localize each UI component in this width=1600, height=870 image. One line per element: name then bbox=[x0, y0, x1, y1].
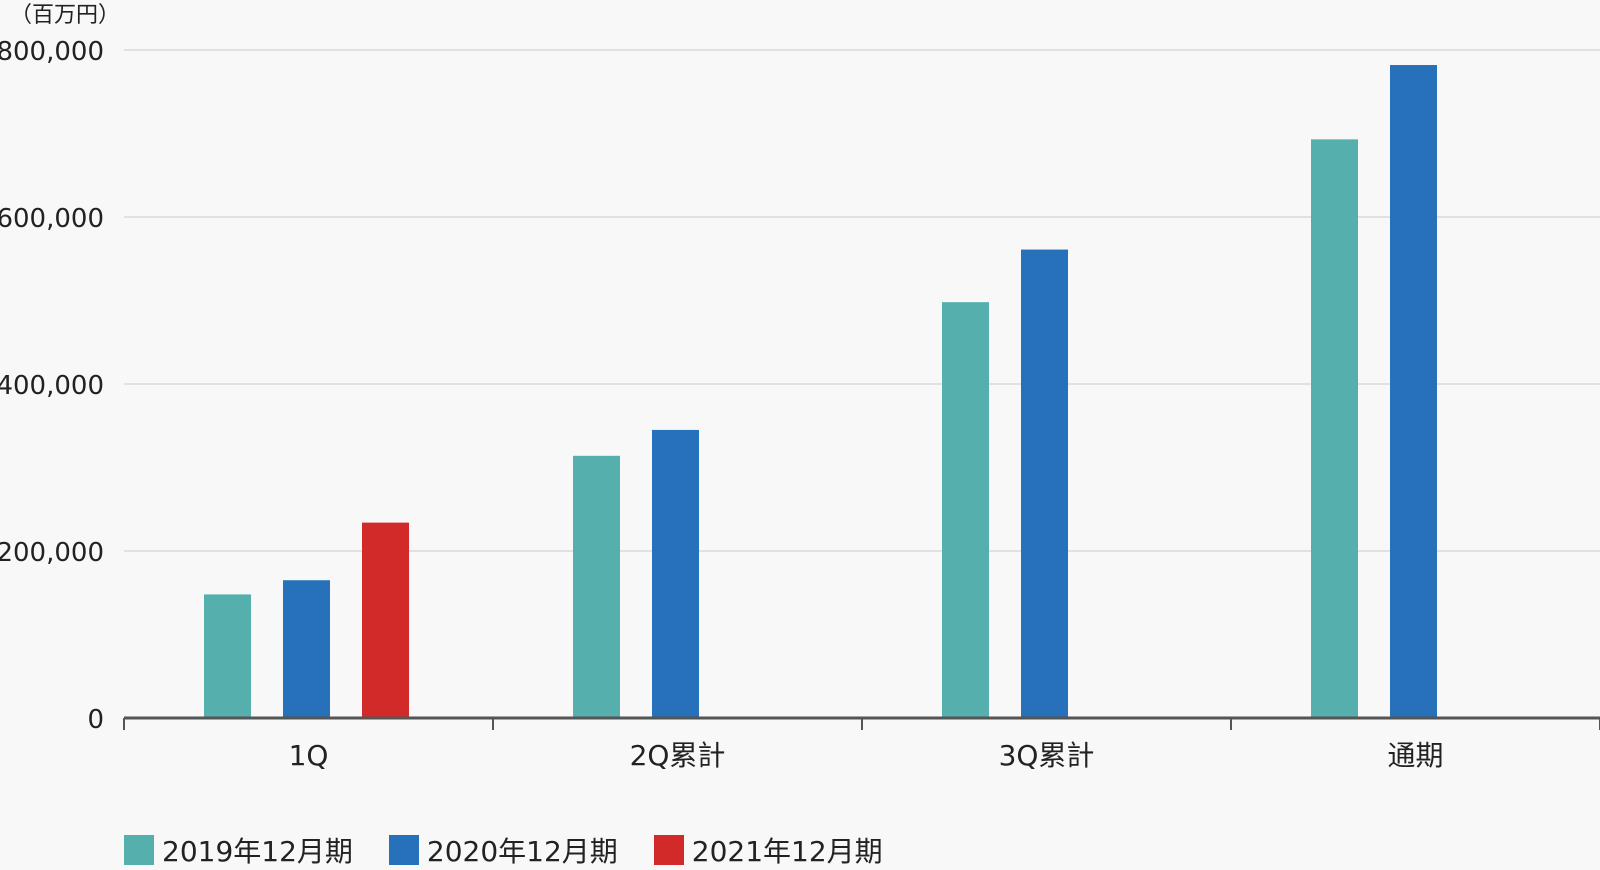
bar bbox=[942, 302, 989, 718]
legend-item-2019: 2019年12月期 bbox=[124, 830, 353, 870]
legend-swatch-2020 bbox=[388, 835, 419, 865]
bar bbox=[1311, 139, 1358, 719]
bar bbox=[362, 522, 409, 718]
x-tick-label: 3Q累計 bbox=[999, 739, 1095, 772]
x-tick-label: 2Q累計 bbox=[630, 739, 726, 772]
grid-lines bbox=[124, 49, 1600, 552]
y-tick-label: 200,000 bbox=[0, 538, 104, 568]
legend-swatch-2021 bbox=[653, 835, 684, 865]
legend-swatch-2019 bbox=[124, 835, 154, 865]
y-axis-ticks: 0 200,000 400,000 600,000 800,000 bbox=[0, 37, 104, 735]
bar bbox=[204, 594, 251, 718]
y-tick-label: 600,000 bbox=[0, 204, 104, 234]
legend-label-2019: 2019年12月期 bbox=[162, 835, 353, 868]
y-tick-label: 800,000 bbox=[0, 37, 104, 67]
legend: 2019年12月期 2020年12月期 2021年12月期 bbox=[124, 830, 919, 870]
legend-item-2021: 2021年12月期 bbox=[653, 830, 883, 870]
x-tick-label: 1Q bbox=[289, 739, 329, 772]
legend-item-2020: 2020年12月期 bbox=[388, 830, 618, 870]
y-tick-label: 0 bbox=[87, 705, 104, 735]
bars bbox=[204, 65, 1437, 719]
x-tick-label: 通期 bbox=[1387, 739, 1443, 772]
legend-label-2020: 2020年12月期 bbox=[426, 835, 618, 868]
bar bbox=[1021, 249, 1068, 718]
x-axis bbox=[123, 716, 1600, 730]
x-axis-ticks: 1Q 2Q累計 3Q累計 通期 bbox=[289, 739, 1444, 772]
bar bbox=[573, 455, 620, 718]
bar bbox=[1390, 65, 1437, 718]
bar bbox=[283, 580, 330, 718]
legend-label-2021: 2021年12月期 bbox=[691, 835, 883, 868]
y-tick-label: 400,000 bbox=[0, 371, 104, 401]
y-unit-label: （百万円） bbox=[10, 3, 120, 28]
bar bbox=[652, 429, 699, 718]
